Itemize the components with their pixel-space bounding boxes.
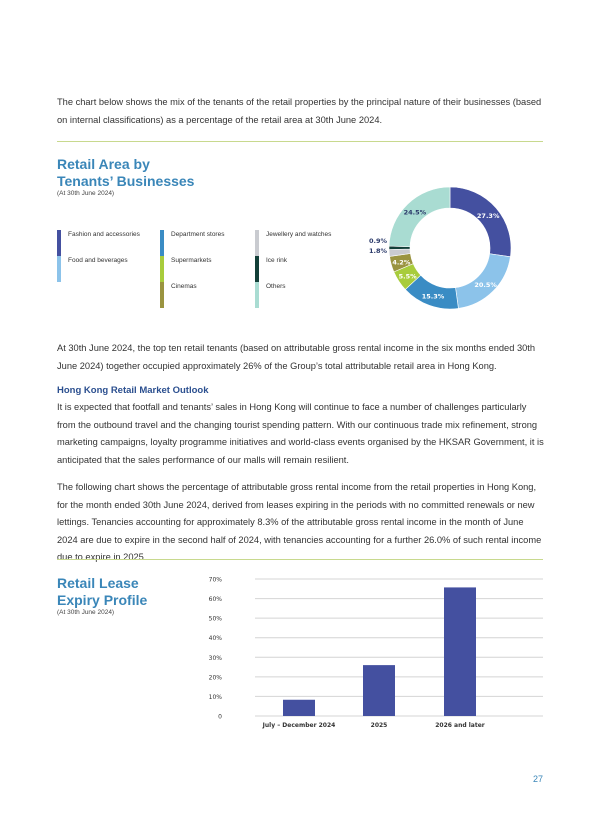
bar-subtitle: (At 30th June 2024) xyxy=(57,609,115,616)
donut-title-line1: Retail Area by xyxy=(57,156,150,172)
body-text: At 30th June 2024, the top ten retail te… xyxy=(57,340,545,567)
donut-title: Retail Area by Tenants’ Businesses xyxy=(57,156,194,190)
donut-data-label: 4.2% xyxy=(392,258,411,266)
divider xyxy=(57,559,543,560)
legend-label: Cinemas xyxy=(171,283,197,290)
y-tick-label: 20% xyxy=(209,674,223,681)
legend-swatch xyxy=(160,256,164,282)
outlook-paragraph: It is expected that footfall and tenants… xyxy=(57,402,544,465)
bar-chart: 0 10% 20% 30% 40% 50% 60% 70% July – December 20… xyxy=(209,577,543,729)
legend-swatch xyxy=(160,230,164,256)
donut-chart: 27.3% 20.5% 15.3% 5.5% 4.2% 1.8% 0.9% 24.5% xyxy=(369,186,512,310)
bar xyxy=(363,665,395,716)
expiry-paragraph: The following chart shows the percentage… xyxy=(57,482,542,562)
page-number: 27 xyxy=(532,774,543,784)
y-tick-label: 50% xyxy=(209,616,223,623)
legend-label: Food and beverages xyxy=(68,257,128,264)
legend-label: Ice rink xyxy=(266,257,287,264)
x-tick-label: 2026 and later xyxy=(435,722,485,729)
legend-swatch xyxy=(255,256,259,282)
legend-label: Others xyxy=(266,283,286,290)
donut-data-label: 20.5% xyxy=(474,281,497,289)
x-tick-label: July – December 2024 xyxy=(262,722,336,729)
x-tick-label: 2025 xyxy=(371,722,388,729)
donut-data-label: 0.9% xyxy=(369,237,388,245)
y-tick-label: 60% xyxy=(209,596,223,603)
legend-swatch xyxy=(57,230,61,256)
legend-swatch xyxy=(160,282,164,308)
donut-slice xyxy=(449,186,512,258)
donut-data-label: 15.3% xyxy=(422,293,445,301)
bar-title-line2: Expiry Profile xyxy=(57,592,148,608)
legend-label: Fashion and accessories xyxy=(68,231,140,238)
bar xyxy=(444,587,476,716)
y-tick-label: 70% xyxy=(209,577,223,584)
donut-title-line2: Tenants’ Businesses xyxy=(57,173,195,189)
donut-data-label: 1.8% xyxy=(369,247,388,255)
bar-title: Retail Lease Expiry Profile xyxy=(57,575,147,609)
y-tick-label: 40% xyxy=(209,635,223,642)
outlook-heading: Hong Kong Retail Market Outlook xyxy=(57,385,209,396)
y-tick-label: 30% xyxy=(209,655,223,662)
legend-label: Supermarkets xyxy=(171,257,212,264)
y-tick-label: 10% xyxy=(209,694,223,701)
bar xyxy=(283,699,315,716)
y-tick-label: 0 xyxy=(218,714,222,721)
donut-data-label: 5.5% xyxy=(399,272,418,280)
legend-swatch xyxy=(255,230,259,256)
donut-data-label: 24.5% xyxy=(404,209,427,217)
legend-swatch xyxy=(255,282,259,308)
legend-swatch xyxy=(57,256,61,282)
donut-data-label: 27.3% xyxy=(477,212,500,220)
intro-paragraph: The chart below shows the mix of the ten… xyxy=(57,97,542,125)
donut-subtitle: (At 30th June 2024) xyxy=(57,190,115,197)
bar-title-line1: Retail Lease xyxy=(57,575,139,591)
donut-slice xyxy=(388,186,451,248)
divider xyxy=(57,141,543,142)
legend-label: Department stores xyxy=(171,231,225,238)
legend-label: Jewellery and watches xyxy=(266,231,332,238)
top-ten-paragraph: At 30th June 2024, the top ten retail te… xyxy=(57,343,536,371)
